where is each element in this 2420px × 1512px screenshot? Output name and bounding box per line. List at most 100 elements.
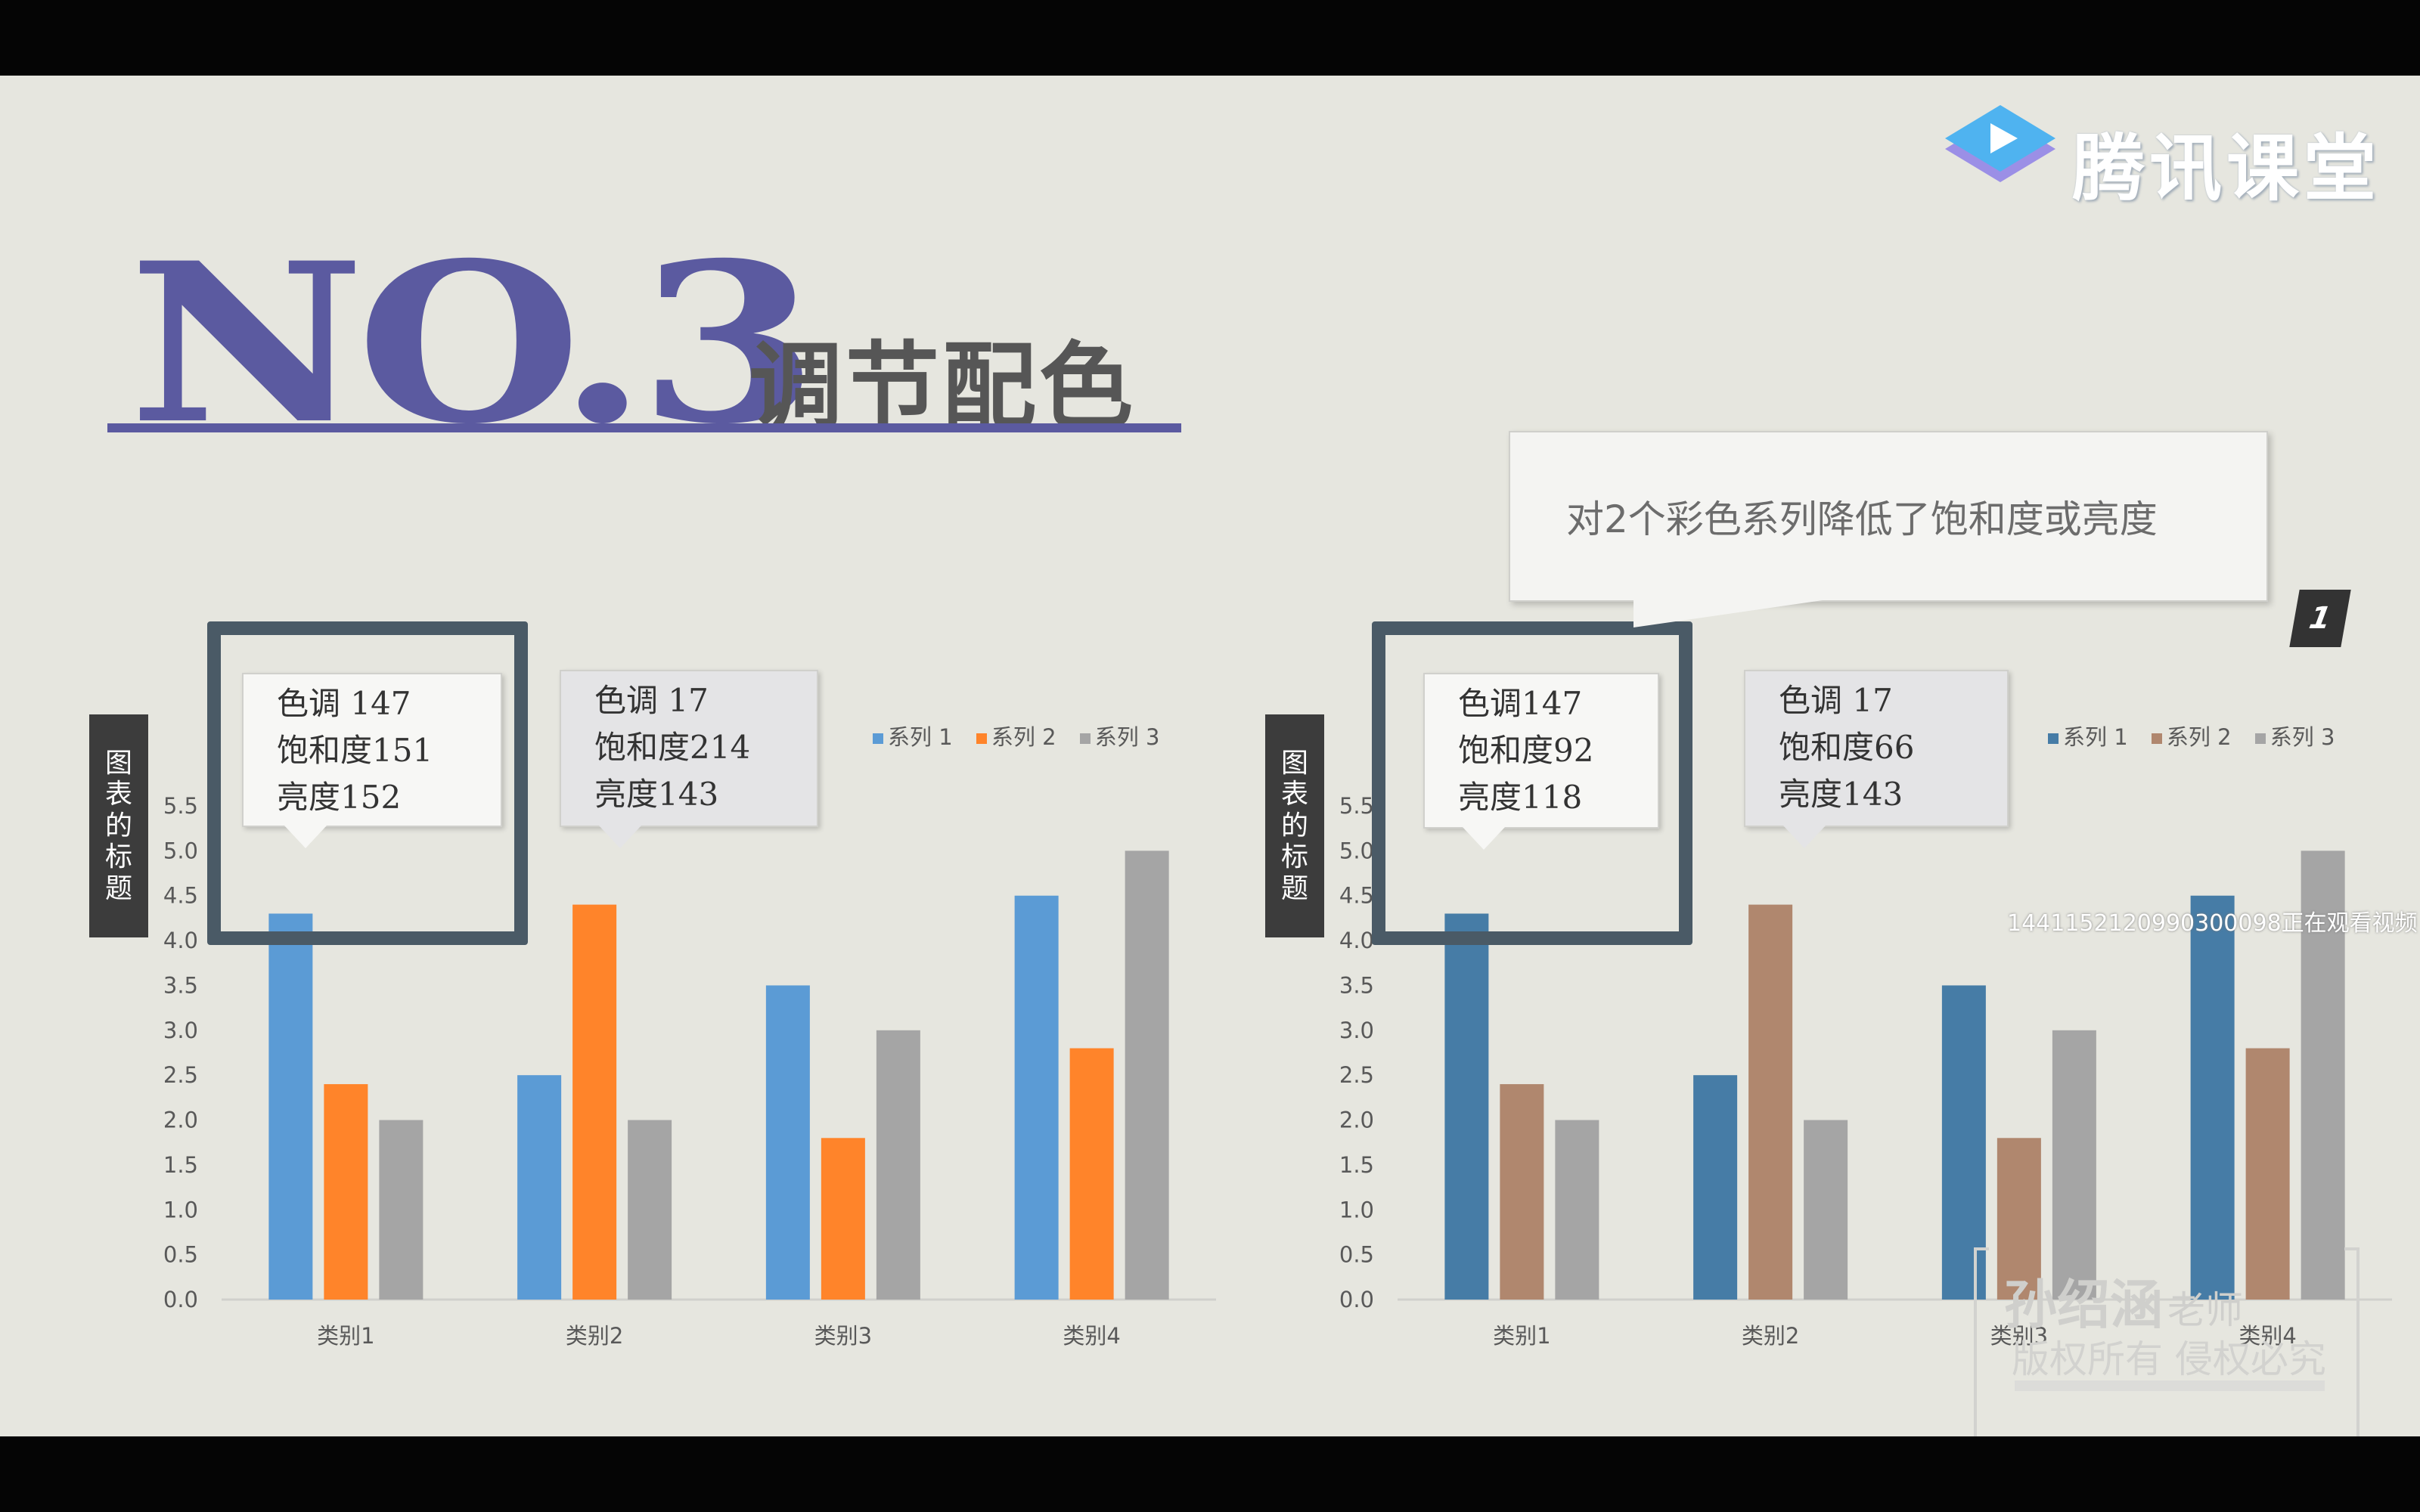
bar-3-4: [2301, 850, 2345, 1300]
bar-1-4: [1014, 895, 1059, 1300]
y-tick-label: 1.0: [163, 1197, 198, 1222]
y-tick-label: 5.5: [1339, 793, 1374, 819]
y-tick-label: 3.0: [163, 1018, 198, 1043]
copyright-watermark: 孙绍涵 老师 版权所有 侵权必究: [1974, 1247, 2360, 1436]
bar-2-4: [2245, 1048, 2290, 1300]
legend: 系列 1 系列 2 系列 3: [873, 720, 1176, 751]
bar-1-4: [2190, 895, 2235, 1300]
bar-3-1: [379, 1120, 424, 1300]
play-cap-icon: [1945, 105, 2055, 182]
chart-left: 图表的标题 0.0 0.5 1.0 1.5 2.0 2.5 3.0 3.5 4.0 4.5 5.0 5…: [0, 76, 1240, 1361]
callout-hsl-series2-left: 色调 17 饱和度214 亮度143: [560, 670, 818, 848]
legend: 系列 1 系列 2 系列 3: [2048, 720, 2351, 751]
tencent-classroom-logo: 腾讯课堂: [1944, 102, 2376, 211]
y-tick-label: 5.0: [1339, 838, 1374, 863]
legend-item-series3: 系列 3: [1079, 720, 1159, 751]
bar-1-2: [1693, 1075, 1738, 1300]
bar-2-1: [324, 1084, 368, 1300]
callout-hue: 色调 147: [277, 685, 411, 722]
y-tick-label: 2.0: [1339, 1108, 1374, 1133]
bar-2-1: [1500, 1084, 1544, 1300]
watermark-name: 孙绍涵: [2004, 1274, 2163, 1336]
callout-saturation: 饱和度92: [1458, 732, 1594, 769]
y-tick-label: 5.0: [163, 838, 198, 863]
bar-2-3: [821, 1138, 865, 1300]
bar-chart-right: 0.0 0.5 1.0 1.5 2.0 2.5 3.0 3.5 4.0 4.5 5.0 5.5 类别1 类…: [1339, 793, 2392, 1349]
y-tick-label: 0.0: [1339, 1287, 1374, 1312]
category-label: 类别3: [1990, 1323, 2048, 1349]
category-label: 类别4: [2238, 1323, 2296, 1349]
legend-item-series1: 系列 1: [873, 720, 953, 751]
bar-2-2: [1748, 904, 1793, 1300]
legend-item-series3: 系列 3: [2254, 720, 2335, 751]
bar-3-2: [628, 1120, 672, 1300]
callout-hsl-series1-right: 色调147 饱和度92 亮度118: [1423, 673, 1659, 850]
y-tick-label: 3.5: [1339, 972, 1374, 998]
watermark-role: 老师: [2167, 1288, 2243, 1332]
bar-3-1: [1555, 1120, 1599, 1300]
title-underline: [107, 423, 1181, 432]
callout-brightness: 亮度118: [1458, 779, 1583, 816]
legend-item-series1: 系列 1: [2048, 720, 2128, 751]
callout-hue: 色调 17: [594, 682, 709, 719]
video-bottom-bar: [0, 1436, 2420, 1512]
y-tick-label: 4.0: [1339, 928, 1374, 953]
legend-item-series2: 系列 2: [2151, 720, 2232, 751]
section-heading: 调节配色: [749, 332, 1137, 442]
callout-hsl-series2-right: 色调 17 饱和度66 亮度143: [1744, 670, 2009, 848]
chart-right: 图表的标题 0.0 0.5 1.0 1.5 2.0 2.5 3.0 3.5 4.0 4.5 5.0 5…: [0, 76, 2420, 1361]
y-tick-label: 3.0: [1339, 1018, 1374, 1043]
bar-3-4: [1125, 850, 1169, 1300]
bar-3-3: [876, 1030, 920, 1300]
logo-text: 腾讯课堂: [2072, 126, 2381, 211]
video-top-bar: [0, 0, 2420, 76]
bar-1-3: [1941, 985, 1986, 1300]
callout-saturation: 饱和度66: [1779, 729, 1915, 766]
callout-hue: 色调 17: [1779, 682, 1893, 719]
viewer-notice: 1441152120990300098正在观看视频: [2007, 910, 2418, 937]
bar-1-3: [765, 985, 810, 1300]
category-label: 类别3: [814, 1323, 872, 1349]
legend-item-series2: 系列 2: [976, 720, 1056, 751]
y-tick-label: 1.5: [1339, 1152, 1374, 1178]
callout-brightness: 亮度152: [277, 779, 402, 816]
callout-saturation: 饱和度151: [277, 732, 433, 769]
page-number-badge: 1: [2289, 590, 2351, 647]
bar-1-2: [517, 1075, 562, 1300]
y-tick-label: 4.0: [163, 928, 198, 953]
callout-hsl-series1-left: 色调 147 饱和度151 亮度152: [242, 673, 502, 848]
bar-3-2: [1804, 1120, 1848, 1300]
section-number-title: NO.3: [129, 215, 819, 472]
highlight-frame-left: [207, 621, 528, 945]
bar-1-1: [1444, 913, 1489, 1300]
bar-2-2: [572, 904, 617, 1300]
category-label: 类别4: [1063, 1323, 1120, 1349]
y-tick-label: 1.5: [163, 1152, 198, 1178]
callout-saturation: 饱和度214: [594, 729, 751, 766]
y-axis-title: 图表的标题: [1265, 714, 1324, 937]
category-label: 类别2: [566, 1323, 623, 1349]
y-tick-label: 5.5: [163, 793, 198, 819]
y-tick-label: 1.0: [1339, 1197, 1374, 1222]
callout-brightness: 亮度143: [594, 776, 719, 813]
bar-chart-left: 0.0 0.5 1.0 1.5 2.0 2.5 3.0 3.5 4.0 4.5 5.0 5.5 类别1 类…: [163, 793, 1216, 1349]
y-tick-label: 2.5: [163, 1062, 198, 1088]
bar-2-3: [1996, 1138, 2041, 1300]
category-label: 类别1: [1493, 1323, 1550, 1349]
y-tick-label: 2.5: [1339, 1062, 1374, 1088]
watermark-copyright: 版权所有 侵权必究: [2012, 1337, 2326, 1381]
y-tick-label: 3.5: [163, 972, 198, 998]
y-tick-label: 4.5: [163, 883, 198, 909]
bar-2-4: [1069, 1048, 1114, 1300]
y-tick-label: 0.5: [1339, 1242, 1374, 1268]
category-label: 类别2: [1742, 1323, 1799, 1349]
y-tick-label: 0.0: [163, 1287, 198, 1312]
y-tick-label: 4.5: [1339, 883, 1374, 909]
explanation-note-pointer: [1634, 600, 1823, 627]
y-axis-title: 图表的标题: [89, 714, 148, 937]
callout-hue: 色调147: [1458, 685, 1583, 722]
y-tick-label: 2.0: [163, 1108, 198, 1133]
callout-brightness: 亮度143: [1779, 776, 1903, 813]
slide: 腾讯课堂 NO.3 调节配色 图表的标题 0.0 0.5 1.0 1.5 2.0 2.5 3…: [0, 76, 2420, 1436]
explanation-note: 对2个彩色系列降低了饱和度或亮度: [1509, 431, 2268, 602]
